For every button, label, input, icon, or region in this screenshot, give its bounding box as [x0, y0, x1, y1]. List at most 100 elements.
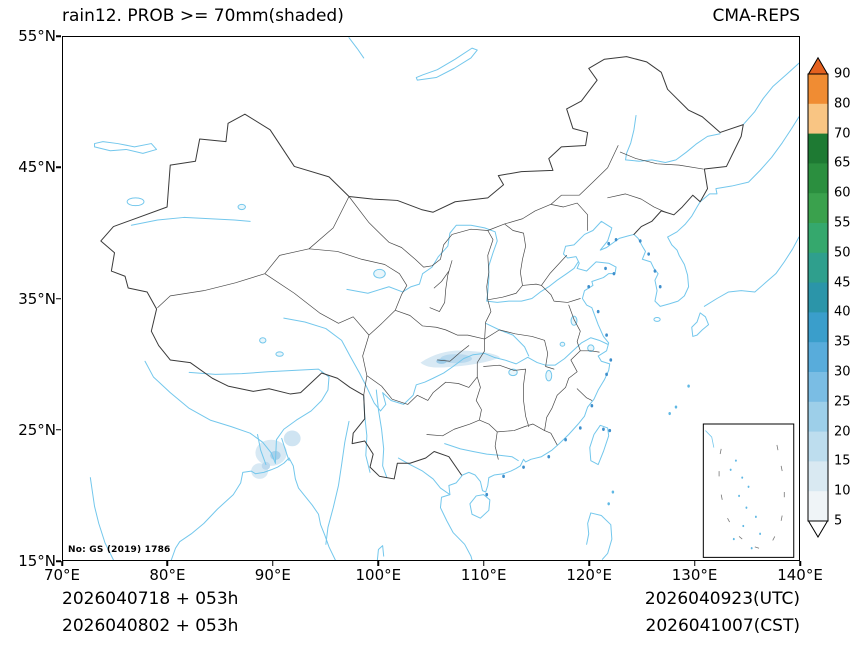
pearl-river — [445, 444, 519, 461]
colorbar-tick-label: 25 — [834, 394, 851, 410]
poyang-lake — [546, 370, 552, 380]
scs-inset — [703, 424, 793, 557]
ryukyu-islet — [668, 411, 671, 416]
colorbar-segment — [808, 223, 828, 254]
x-tick-label: 140°E — [777, 566, 823, 584]
amur-river — [743, 63, 799, 124]
korea-coastline — [634, 202, 700, 307]
license-stamp: No: GS (2019) 1786 — [68, 545, 171, 555]
colorbar-tick-label: 60 — [834, 185, 851, 201]
x-tick-mark — [61, 561, 63, 566]
colorbar-segment — [808, 312, 828, 343]
scs-islets — [729, 459, 762, 550]
x-tick-label: 130°E — [671, 566, 718, 584]
coastal-speck-layer — [485, 237, 662, 497]
model-label: CMA-REPS — [712, 6, 800, 26]
colorbar-tick-label: 10 — [834, 483, 851, 499]
x-tick-mark — [482, 561, 485, 566]
colorbar-segment — [808, 133, 828, 164]
map-plot: No: GS (2019) 1786 — [62, 36, 800, 561]
colorbar-tick-label: 35 — [834, 334, 851, 350]
colorbar-tick-label: 30 — [834, 364, 851, 380]
lake-balkhash — [95, 142, 157, 154]
x-tick-label: 120°E — [566, 566, 612, 584]
province-borders — [158, 146, 704, 460]
colorbar-tick-label: 70 — [834, 126, 851, 142]
thailand-coast — [377, 546, 383, 560]
bay-of-bengal-coast — [171, 458, 335, 560]
footer-valid-utc: 2026040923(UTC) — [644, 589, 800, 609]
scs-dash-line — [719, 445, 784, 548]
footer-init-cst: 2026040802 + 053h — [62, 616, 239, 636]
footer-init-utc: 2026040718 + 053h — [62, 589, 239, 609]
babuyan-islet — [607, 502, 610, 506]
y-tick-label: 35°N — [18, 289, 56, 308]
brahmaputra-river — [189, 369, 329, 463]
bosten-lake — [238, 204, 245, 209]
x-tick-mark — [693, 561, 696, 566]
kyushu-island — [692, 313, 709, 337]
lake-issykkul — [127, 198, 144, 206]
siberia-river — [349, 38, 364, 58]
india-west-coast — [90, 478, 113, 560]
chaohu-lake — [560, 342, 565, 346]
colorbar-tick-label: 40 — [834, 304, 851, 320]
colorbar-tick-label: 50 — [834, 245, 851, 261]
han-river — [486, 323, 529, 356]
dongting-lake — [509, 369, 517, 376]
colorbar-segment — [808, 342, 828, 373]
colorbar-segment — [808, 103, 828, 135]
ryukyu-islet — [687, 384, 690, 388]
colorbar-tick-label: 65 — [834, 155, 851, 171]
shaded-precip-layer — [251, 350, 501, 479]
x-tick-label: 100°E — [355, 566, 402, 584]
x-tick-mark — [272, 561, 274, 566]
jeju-island — [654, 317, 660, 321]
colorbar-tick-label: 15 — [834, 453, 851, 469]
hainan-island — [470, 495, 490, 519]
x-tick-label: 80°E — [149, 566, 186, 584]
x-tick-mark — [377, 561, 380, 566]
border-layer — [101, 57, 743, 479]
x-tick-mark — [166, 561, 169, 566]
colorbar-tick-label: 90 — [834, 66, 851, 82]
footer-valid-cst: 2026041007(CST) — [645, 616, 800, 636]
colorbar-tick-label: 20 — [834, 424, 851, 440]
qinghai-lake — [374, 269, 386, 278]
luzon-coastline — [587, 513, 612, 559]
namtso-lake — [276, 352, 283, 356]
colorbar-tick-label: 5 — [834, 513, 843, 529]
colorbar-segment — [808, 282, 828, 313]
primorye-coastline — [700, 117, 799, 202]
colorbar-segment — [808, 163, 828, 194]
colorbar-arrow-top — [807, 56, 829, 75]
x-tick-label: 70°E — [43, 566, 81, 584]
taiwan-island — [590, 425, 609, 464]
lake-baikal — [416, 48, 477, 80]
siling-lake — [260, 338, 266, 343]
y-tick-label: 55°N — [18, 27, 56, 45]
colorbar-segment — [808, 491, 828, 522]
ganges-river — [145, 361, 275, 463]
mekong-river — [376, 390, 387, 478]
hongze-lake — [571, 316, 577, 325]
y-tick-mark — [56, 429, 61, 431]
china-coastline — [440, 221, 633, 560]
colorbar-segment — [808, 74, 828, 105]
colorbar — [807, 56, 829, 538]
irrawaddy-river — [326, 421, 349, 544]
plot-title: rain12. PROB >= 70mm(shaded) — [62, 6, 344, 26]
scs-coast — [705, 431, 713, 448]
y-tick-mark — [56, 35, 61, 37]
x-tick-label: 110°E — [460, 566, 507, 584]
colorbar-segment — [808, 461, 828, 492]
y-tick-label: 15°N — [18, 552, 56, 570]
songhua-nen-river — [626, 115, 721, 162]
colorbar-tick-label: 80 — [834, 96, 851, 112]
colorbar-segment — [808, 431, 828, 462]
colorbar-segment — [808, 372, 828, 403]
china-map-svg — [63, 37, 799, 560]
y-tick-label: 25°N — [18, 420, 56, 439]
delta-branches — [258, 434, 290, 464]
